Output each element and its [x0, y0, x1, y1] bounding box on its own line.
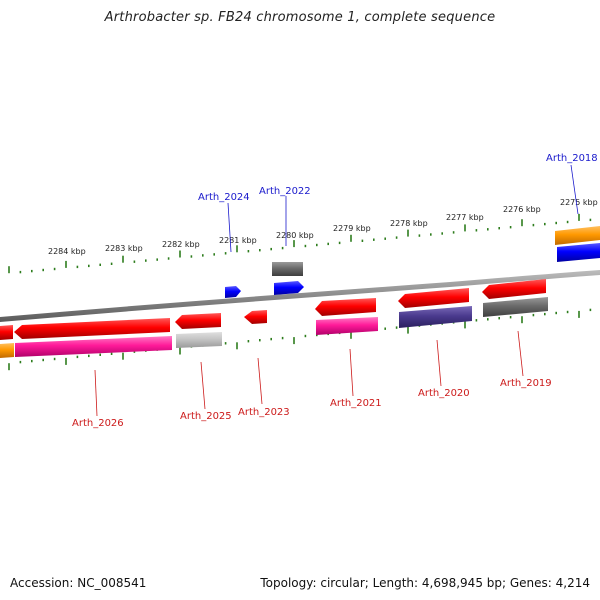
gene-arth-2018-orange[interactable]: [555, 226, 600, 245]
leader-arth-2018: [570, 164, 579, 215]
gene-label-arth-2022[interactable]: Arth_2022: [259, 186, 311, 197]
sequence-backbone: [0, 270, 600, 322]
scale-label-2279: 2279 kbp: [333, 224, 371, 233]
leader-arth-2025: [200, 361, 206, 410]
leader-arth-2026: [94, 369, 98, 417]
outer-scale-ticks: [8, 213, 592, 274]
gene-label-arth-2020[interactable]: Arth_2020: [418, 388, 470, 399]
accession-text: Accession: NC_008541: [10, 576, 147, 590]
scale-label-2281: 2281 kbp: [219, 236, 257, 245]
gene-left-edge-orange[interactable]: [0, 343, 14, 358]
scale-label-2280: 2280 kbp: [276, 231, 314, 240]
gene-label-arth-2019[interactable]: Arth_2019: [500, 378, 552, 389]
leader-arth-2021: [349, 348, 354, 397]
gene-arth-2026-red[interactable]: [14, 318, 170, 339]
leader-arth-2019: [517, 330, 524, 377]
scale-label-2283: 2283 kbp: [105, 244, 143, 253]
scale-label-2276: 2276 kbp: [503, 205, 541, 214]
gene-arth-2020-red[interactable]: [398, 288, 469, 308]
leader-arth-2023: [257, 357, 263, 405]
gene-label-arth-2021[interactable]: Arth_2021: [330, 398, 382, 409]
map-title: Arthrobacter sp. FB24 chromosome 1, comp…: [104, 10, 496, 25]
gene-label-arth-2023[interactable]: Arth_2023: [238, 407, 290, 418]
gene-arth-2019-red[interactable]: [482, 279, 546, 299]
leader-arth-2024: [227, 202, 232, 253]
gene-label-arth-2024[interactable]: Arth_2024: [198, 192, 250, 203]
leader-arth-2020: [436, 339, 442, 387]
gene-arth-2024-forward[interactable]: [225, 286, 241, 298]
gene-label-arth-2025[interactable]: Arth_2025: [180, 411, 232, 422]
map-summary-text: Topology: circular; Length: 4,698,945 bp…: [260, 576, 590, 590]
gene-arth-2019-gray[interactable]: [483, 297, 548, 317]
scale-label-2278: 2278 kbp: [390, 219, 428, 228]
gene-arth-2025-gray[interactable]: [176, 332, 222, 348]
scale-label-2284: 2284 kbp: [48, 247, 86, 256]
gene-arth-2025-red[interactable]: [175, 313, 221, 329]
gene-arth-2022-feature[interactable]: [272, 262, 303, 276]
scale-label-2282: 2282 kbp: [162, 240, 200, 249]
scale-label-2275: 2275 kbp: [560, 198, 598, 207]
gene-label-arth-2018[interactable]: Arth_2018: [546, 153, 598, 164]
scale-label-2277: 2277 kbp: [446, 213, 484, 222]
gene-arth-2021-pink[interactable]: [316, 317, 378, 335]
gene-arth-2022-cds[interactable]: [274, 281, 304, 295]
gene-arth-2021-red[interactable]: [315, 298, 376, 316]
gene-arth-2023-red[interactable]: [244, 310, 267, 324]
gene-label-arth-2026[interactable]: Arth_2026: [72, 418, 124, 429]
gene-arth-2018-blue[interactable]: [557, 243, 600, 262]
gene-arth-2026-pink[interactable]: [15, 336, 172, 357]
gene-arth-2020-purple[interactable]: [399, 306, 472, 328]
gene-left-edge-red[interactable]: [0, 325, 13, 340]
